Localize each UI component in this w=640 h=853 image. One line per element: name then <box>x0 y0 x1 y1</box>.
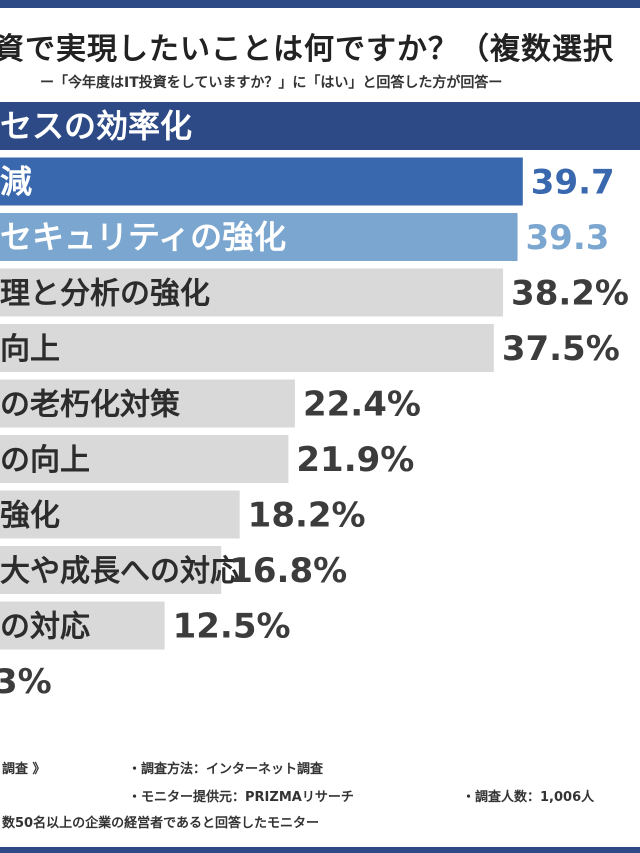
bar-5 <box>0 379 295 428</box>
category-label-2: セキュリティの強化 <box>0 218 286 256</box>
category-label-7: 強化 <box>0 499 60 534</box>
category-label-6: の向上 <box>0 443 90 478</box>
footer-respondent-count: 調査人数：1,006人 <box>462 786 594 805</box>
category-label-8: 大や成長への対応 <box>0 554 240 589</box>
category-label-4: 向上 <box>0 332 60 367</box>
value-label-3: 38.2% <box>511 274 629 314</box>
category-label-1: 減 <box>0 163 32 201</box>
value-label-4: 37.5% <box>502 329 620 369</box>
bar-1 <box>0 157 523 206</box>
bar-9 <box>0 601 165 650</box>
category-label-9: の対応 <box>0 610 90 645</box>
footer-target: 数50名以上の企業の経営者であると回答したモニター <box>2 816 319 831</box>
top-frame-bar <box>0 0 640 8</box>
footer-survey-heading: 調査 》 <box>2 762 46 777</box>
bar-6 <box>0 435 289 483</box>
bar-2 <box>0 213 518 261</box>
footer-monitor-provider: モニター提供元：PRIZMAリサーチ <box>128 786 354 805</box>
bar-7 <box>0 490 240 539</box>
value-label-2: 39.3 <box>526 218 610 258</box>
bar-0 <box>0 102 640 150</box>
chart-title: 資で実現したいことは何ですか？（複数選択 <box>0 32 614 67</box>
footer-survey-method: 調査方法：インターネット調査 <box>128 758 323 777</box>
bar-8 <box>0 546 222 594</box>
bar-4 <box>0 324 494 372</box>
value-label-9: 12.5% <box>173 607 291 647</box>
bottom-frame-bar <box>0 847 640 853</box>
chart-subtitle: ー「今年度はIT投資をしていますか？」に「はい」と回答した方が回答ー <box>40 75 503 91</box>
value-label-1: 39.7 <box>531 163 615 203</box>
value-label-10: 3% <box>0 662 52 702</box>
category-label-0: セスの効率化 <box>0 107 192 145</box>
category-label-3: 理と分析の強化 <box>0 277 210 312</box>
category-label-5: の老朽化対策 <box>0 388 180 423</box>
value-label-7: 18.2% <box>248 496 366 536</box>
value-label-8: 16.8% <box>229 551 347 591</box>
bar-3 <box>0 268 504 317</box>
value-label-5: 22.4% <box>303 385 421 425</box>
value-label-6: 21.9% <box>296 440 414 480</box>
